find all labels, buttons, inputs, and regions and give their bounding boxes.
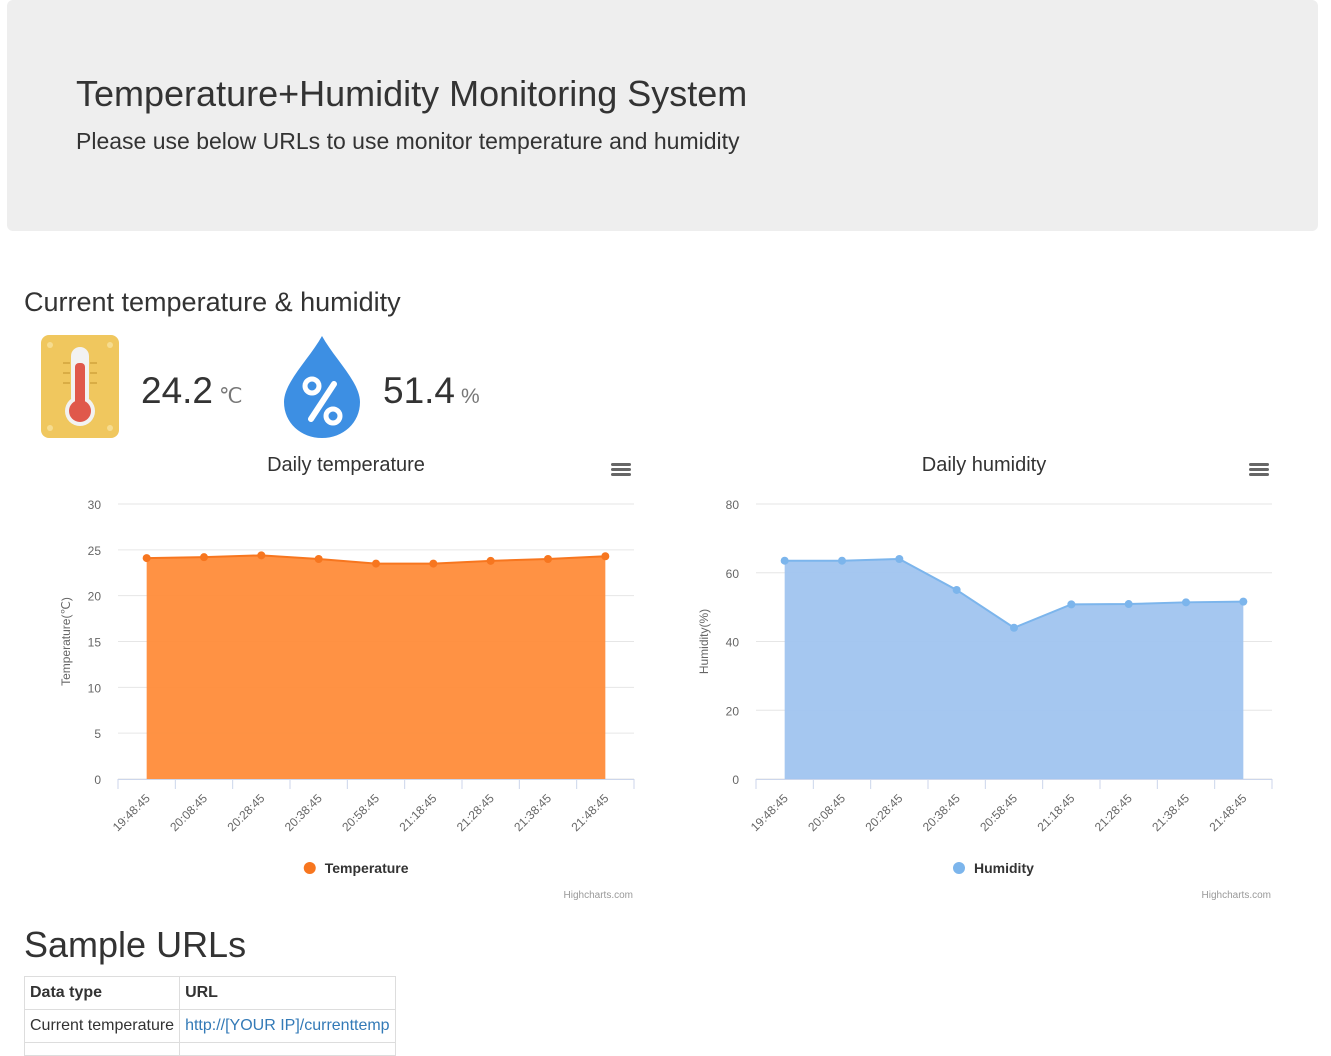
data-point [372, 559, 380, 568]
legend-label: Temperature [325, 860, 409, 876]
menu-icon[interactable] [1249, 460, 1269, 478]
header-banner: Temperature+Humidity Monitoring System P… [7, 0, 1318, 231]
table-header-row: Data type URL [23, 976, 396, 1010]
data-point [257, 551, 266, 560]
data-point [838, 556, 846, 565]
data-point [1067, 600, 1076, 609]
y-tick-label: 30 [88, 498, 102, 512]
table-row [23, 1042, 396, 1056]
y-tick-label: 20 [726, 704, 740, 718]
data-type-cell: Current temperature [23, 1009, 181, 1043]
legend-marker [953, 862, 965, 874]
x-tick-label: 21:48:45 [1207, 791, 1250, 834]
humidity-unit: % [461, 385, 480, 408]
x-tick-label: 21:38:45 [1149, 791, 1192, 834]
x-tick-label: 19:48:45 [110, 791, 153, 834]
menu-icon-bar [611, 473, 631, 476]
current-temp-url-link[interactable]: http://[YOUR IP]/currenttemp [185, 1017, 390, 1034]
data-point [1010, 623, 1018, 632]
column-header-url: URL [179, 976, 396, 1010]
current-section-title: Current temperature & humidity [24, 287, 401, 317]
menu-icon[interactable] [611, 460, 631, 478]
legend-marker [303, 862, 316, 874]
x-tick-label: 21:38:45 [511, 791, 554, 834]
y-tick-label: 0 [732, 773, 739, 787]
sample-urls-table: Data type URL Current temperature http:/… [23, 976, 396, 1056]
table-row: Current temperature http://[YOUR IP]/cur… [23, 1009, 396, 1043]
menu-icon-bar [1249, 468, 1269, 471]
legend-item[interactable]: Humidity [953, 860, 1034, 876]
x-tick-label: 20:38:45 [282, 791, 325, 834]
data-point [1124, 600, 1133, 609]
data-point [1239, 597, 1248, 606]
y-tick-label: 10 [88, 681, 102, 695]
data-point [429, 559, 438, 568]
x-tick-label: 20:38:45 [920, 791, 963, 834]
data-point [1182, 598, 1190, 607]
x-tick-label: 21:18:45 [1035, 791, 1078, 834]
chart-svg: Daily temperature 0 5 10 15 20 25 30 Temperature… [59, 454, 635, 901]
x-tick-label: 20:08:45 [805, 791, 848, 834]
data-point [200, 553, 208, 562]
x-tick-label: 20:58:45 [977, 791, 1020, 834]
chart-title: Daily temperature [267, 454, 425, 476]
column-header-data-type: Data type [23, 976, 181, 1010]
chart-svg: Daily humidity 0 20 40 60 80 Humidity(%) 19:48:… [697, 454, 1273, 901]
data-point [780, 556, 789, 565]
humidity-reading: 51.4% [383, 370, 480, 412]
x-tick-label: 21:28:45 [454, 791, 497, 834]
url-cell [179, 1042, 396, 1056]
temperature-value: 24.2 [141, 370, 214, 411]
humidity-value: 51.4 [383, 370, 456, 411]
y-tick-label: 80 [726, 498, 740, 512]
x-tick-label: 21:18:45 [397, 791, 440, 834]
chart-title: Daily humidity [922, 454, 1046, 476]
credits-link[interactable]: Highcharts.com [564, 890, 633, 901]
y-axis-title: Humidity(%) [697, 609, 711, 674]
page-subtitle: Please use below URLs to use monitor tem… [76, 128, 740, 154]
temperature-reading: 24.2 ℃ [141, 370, 243, 412]
y-tick-label: 15 [88, 636, 102, 650]
data-point [142, 554, 151, 563]
y-tick-label: 5 [94, 727, 101, 741]
x-tick-label: 20:58:45 [339, 791, 382, 834]
y-tick-label: 25 [88, 544, 102, 558]
y-tick-label: 20 [88, 590, 102, 604]
humidity-drop-icon [282, 334, 362, 440]
x-tick-label: 20:28:45 [863, 791, 906, 834]
credits-link[interactable]: Highcharts.com [1202, 890, 1271, 901]
temperature-chart: Daily temperature 0 5 10 15 20 25 30 Temperature… [24, 448, 664, 908]
data-point [544, 555, 552, 563]
menu-icon-bar [1249, 473, 1269, 476]
page-title: Temperature+Humidity Monitoring System [76, 73, 748, 114]
data-point [486, 556, 495, 565]
data-point [601, 552, 610, 561]
y-tick-label: 0 [94, 773, 101, 787]
x-tick-label: 20:08:45 [167, 791, 210, 834]
sample-urls-title: Sample URLs [24, 924, 247, 965]
legend-label: Humidity [974, 860, 1034, 876]
data-point [952, 585, 961, 594]
x-tick-label: 21:28:45 [1092, 791, 1135, 834]
series-area [146, 555, 606, 779]
menu-icon-bar [611, 468, 631, 471]
x-tick-label: 19:48:45 [748, 791, 791, 834]
menu-icon-bar [611, 463, 631, 466]
menu-icon-bar [1249, 463, 1269, 466]
data-type-cell [23, 1042, 181, 1056]
series-area [784, 559, 1244, 779]
data-point [895, 555, 904, 563]
y-tick-label: 40 [726, 636, 740, 650]
y-axis-title: Temperature(℃) [59, 597, 73, 686]
temperature-unit: ℃ [219, 385, 243, 408]
legend-item[interactable]: Temperature [303, 860, 409, 876]
data-point [314, 555, 323, 563]
y-tick-label: 60 [726, 567, 740, 581]
x-tick-label: 21:48:45 [569, 791, 612, 834]
humidity-chart: Daily humidity 0 20 40 60 80 Humidity(%) 19:48:… [662, 448, 1302, 908]
url-cell: http://[YOUR IP]/currenttemp [179, 1009, 396, 1043]
x-tick-label: 20:28:45 [225, 791, 268, 834]
thermometer-icon [41, 335, 119, 438]
